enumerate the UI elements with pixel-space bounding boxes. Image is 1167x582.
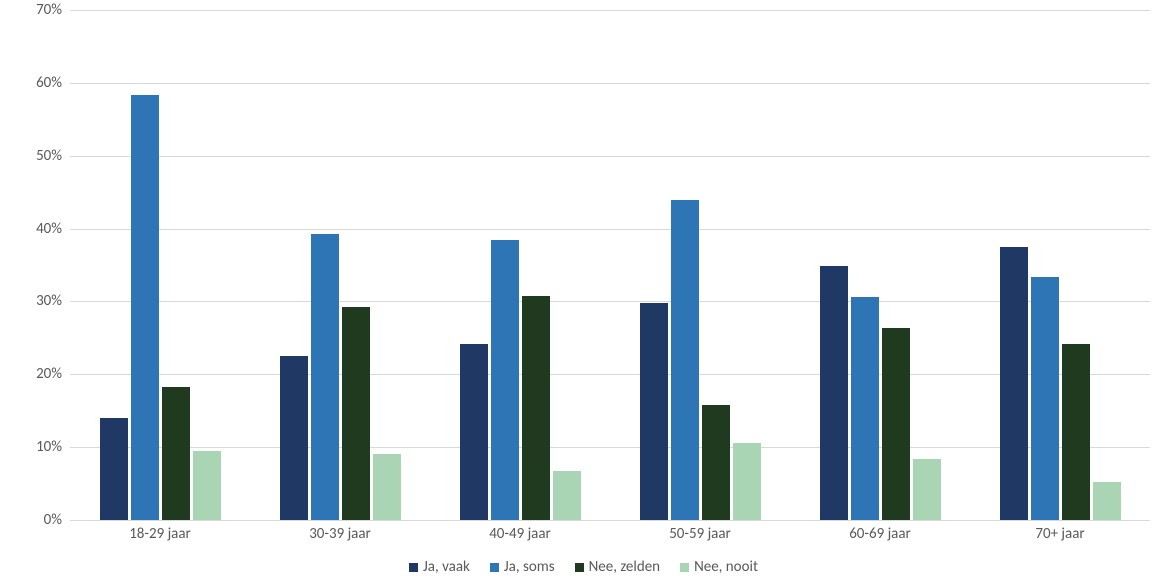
bar — [702, 405, 730, 520]
bar — [1093, 482, 1121, 520]
bar — [280, 356, 308, 520]
grid-line — [70, 229, 1150, 230]
bar — [1031, 277, 1059, 520]
bar — [1000, 247, 1028, 520]
bar — [491, 240, 519, 521]
category-label: 70+ jaar — [970, 525, 1150, 543]
bar — [671, 200, 699, 520]
y-tick-label: 50% — [7, 147, 62, 165]
category-label: 18-29 jaar — [70, 525, 250, 543]
grid-line — [70, 156, 1150, 157]
y-tick-label: 30% — [7, 292, 62, 310]
bar — [820, 266, 848, 520]
category-label: 60-69 jaar — [790, 525, 970, 543]
legend-swatch — [409, 563, 418, 572]
legend-label: Ja, vaak — [423, 558, 470, 576]
grid-line — [70, 374, 1150, 375]
bar — [162, 387, 190, 520]
grid-line — [70, 447, 1150, 448]
bar — [131, 95, 159, 520]
legend-swatch — [680, 563, 689, 572]
y-tick-label: 20% — [7, 365, 62, 383]
y-tick-label: 70% — [7, 1, 62, 19]
bar — [100, 418, 128, 520]
plot-area — [70, 10, 1150, 520]
legend-label: Nee, nooit — [694, 558, 758, 576]
legend-label: Nee, zelden — [589, 558, 660, 576]
y-tick-label: 60% — [7, 74, 62, 92]
legend-label: Ja, soms — [504, 558, 555, 576]
bar — [733, 443, 761, 520]
y-tick-label: 10% — [7, 438, 62, 456]
bar — [193, 451, 221, 520]
bar — [342, 307, 370, 520]
bar — [913, 459, 941, 520]
legend-item: Nee, zelden — [575, 558, 660, 576]
grid-line — [70, 301, 1150, 302]
legend-item: Ja, vaak — [409, 558, 470, 576]
legend: Ja, vaak Ja, soms Nee, zelden Nee, nooit — [0, 558, 1167, 576]
y-tick-label: 0% — [7, 511, 62, 529]
category-label: 30-39 jaar — [250, 525, 430, 543]
bar — [373, 454, 401, 520]
bar — [460, 344, 488, 520]
bar — [851, 297, 879, 520]
bar — [311, 234, 339, 520]
grid-line — [70, 83, 1150, 84]
x-axis-line — [70, 520, 1150, 521]
grid-line — [70, 10, 1150, 11]
legend-swatch — [490, 563, 499, 572]
bar-chart: Ja, vaak Ja, soms Nee, zelden Nee, nooit 0%… — [0, 0, 1167, 582]
legend-item: Ja, soms — [490, 558, 555, 576]
y-tick-label: 40% — [7, 220, 62, 238]
legend-swatch — [575, 563, 584, 572]
bar — [553, 471, 581, 520]
bar — [882, 328, 910, 520]
bar — [640, 303, 668, 520]
bar — [522, 296, 550, 520]
bar — [1062, 344, 1090, 520]
category-label: 50-59 jaar — [610, 525, 790, 543]
category-label: 40-49 jaar — [430, 525, 610, 543]
legend-item: Nee, nooit — [680, 558, 758, 576]
